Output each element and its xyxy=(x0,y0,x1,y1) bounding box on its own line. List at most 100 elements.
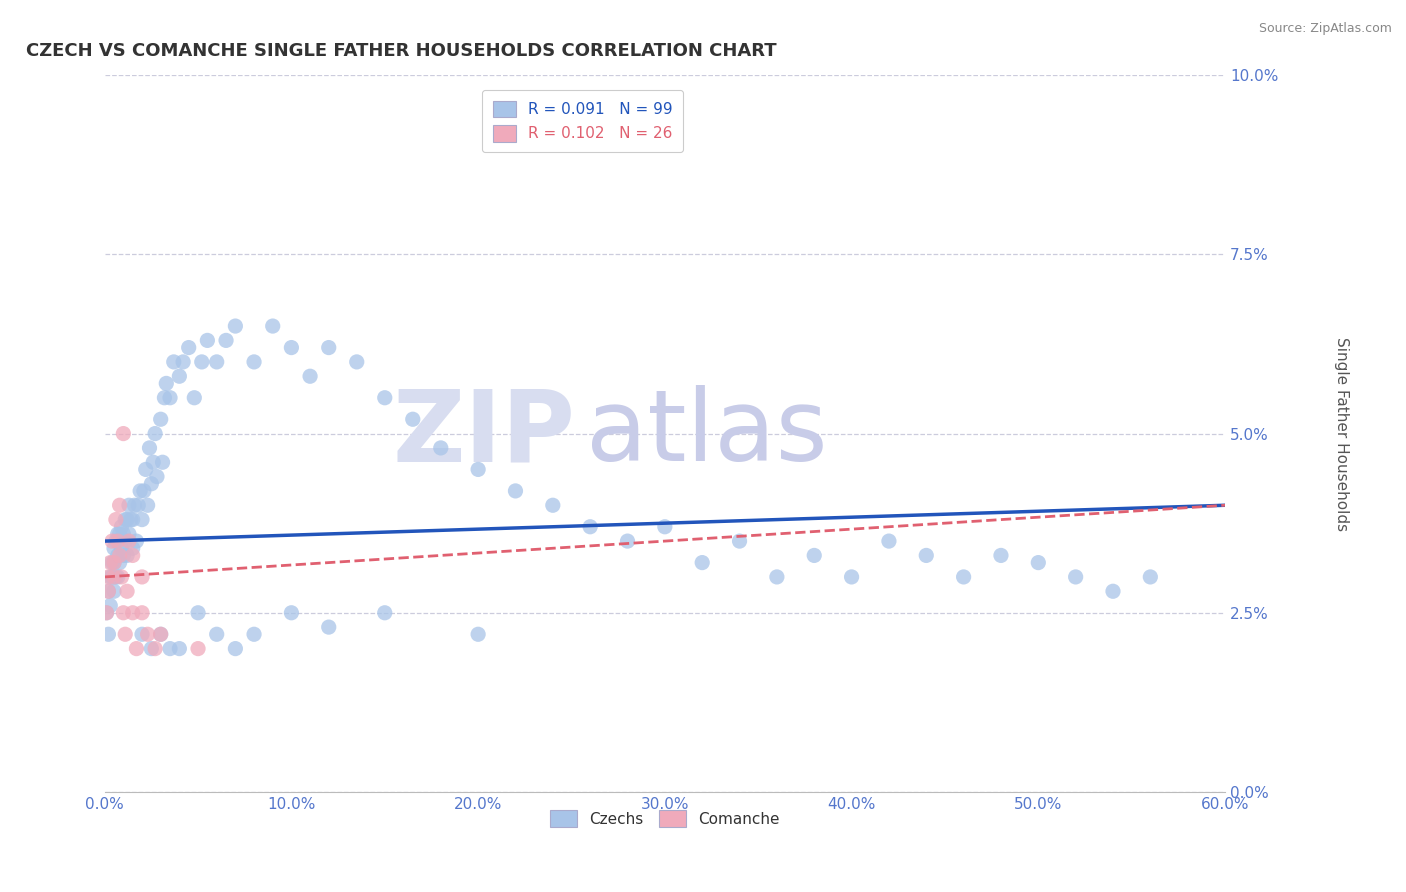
Point xyxy=(142,455,165,469)
Point xyxy=(143,426,166,441)
Point xyxy=(990,549,1012,563)
Point xyxy=(108,556,131,570)
Point xyxy=(114,534,136,549)
Point xyxy=(104,570,127,584)
Point xyxy=(114,627,136,641)
Point xyxy=(97,584,120,599)
Point xyxy=(191,355,214,369)
Point xyxy=(163,355,186,369)
Point xyxy=(318,341,340,355)
Point xyxy=(112,426,135,441)
Point xyxy=(243,355,266,369)
Point xyxy=(103,541,125,556)
Point xyxy=(125,641,148,656)
Point xyxy=(118,534,141,549)
Point xyxy=(101,570,124,584)
Point xyxy=(104,513,127,527)
Point xyxy=(121,606,143,620)
Point xyxy=(187,641,209,656)
Text: CZECH VS COMANCHE SINGLE FATHER HOUSEHOLDS CORRELATION CHART: CZECH VS COMANCHE SINGLE FATHER HOUSEHOL… xyxy=(27,42,778,60)
Point xyxy=(98,570,121,584)
Text: Source: ZipAtlas.com: Source: ZipAtlas.com xyxy=(1258,22,1392,36)
Point xyxy=(129,483,152,498)
Point xyxy=(131,513,153,527)
Point xyxy=(124,498,146,512)
Point xyxy=(224,641,246,656)
Point xyxy=(103,556,125,570)
Point xyxy=(97,584,120,599)
Point xyxy=(346,355,368,369)
Point xyxy=(1139,570,1161,584)
Point xyxy=(1102,584,1125,599)
Point xyxy=(107,570,129,584)
Point xyxy=(118,527,141,541)
Point xyxy=(96,606,118,620)
Point xyxy=(108,498,131,512)
Point xyxy=(280,341,302,355)
Y-axis label: Single Father Households: Single Father Households xyxy=(1334,336,1348,531)
Point xyxy=(104,534,127,549)
Point xyxy=(280,606,302,620)
Point xyxy=(153,391,176,405)
Point xyxy=(374,606,396,620)
Point xyxy=(132,483,155,498)
Point xyxy=(299,369,322,384)
Point xyxy=(136,498,159,512)
Point xyxy=(616,534,638,549)
Point xyxy=(841,570,863,584)
Point xyxy=(136,627,159,641)
Point xyxy=(143,641,166,656)
Point xyxy=(112,606,135,620)
Point xyxy=(107,534,129,549)
Legend: Czechs, Comanche: Czechs, Comanche xyxy=(541,803,787,835)
Point xyxy=(467,627,489,641)
Point xyxy=(103,556,125,570)
Point xyxy=(138,441,160,455)
Point xyxy=(215,334,238,348)
Point xyxy=(131,570,153,584)
Point xyxy=(467,462,489,476)
Point xyxy=(110,541,132,556)
Point xyxy=(177,341,200,355)
Point xyxy=(125,534,148,549)
Point xyxy=(115,584,138,599)
Point xyxy=(96,606,118,620)
Point xyxy=(877,534,900,549)
Point xyxy=(108,549,131,563)
Point xyxy=(205,627,228,641)
Point xyxy=(952,570,974,584)
Point xyxy=(262,319,284,334)
Point xyxy=(135,462,157,476)
Point xyxy=(374,391,396,405)
Point xyxy=(915,549,938,563)
Point xyxy=(115,549,138,563)
Point xyxy=(127,498,149,512)
Point xyxy=(103,570,125,584)
Point xyxy=(114,513,136,527)
Point xyxy=(107,549,129,563)
Point xyxy=(690,556,713,570)
Point xyxy=(121,549,143,563)
Point xyxy=(728,534,751,549)
Point xyxy=(318,620,340,634)
Point xyxy=(118,498,141,512)
Text: atlas: atlas xyxy=(586,385,828,482)
Point xyxy=(159,391,181,405)
Point xyxy=(120,513,142,527)
Point xyxy=(149,627,172,641)
Point xyxy=(169,369,191,384)
Point xyxy=(101,534,124,549)
Point xyxy=(402,412,425,426)
Point xyxy=(112,527,135,541)
Point xyxy=(101,556,124,570)
Point xyxy=(149,412,172,426)
Point xyxy=(155,376,177,391)
Point xyxy=(141,476,163,491)
Point xyxy=(430,441,453,455)
Point xyxy=(205,355,228,369)
Point xyxy=(121,541,143,556)
Point xyxy=(654,520,676,534)
Point xyxy=(505,483,527,498)
Point xyxy=(195,334,218,348)
Point xyxy=(97,627,120,641)
